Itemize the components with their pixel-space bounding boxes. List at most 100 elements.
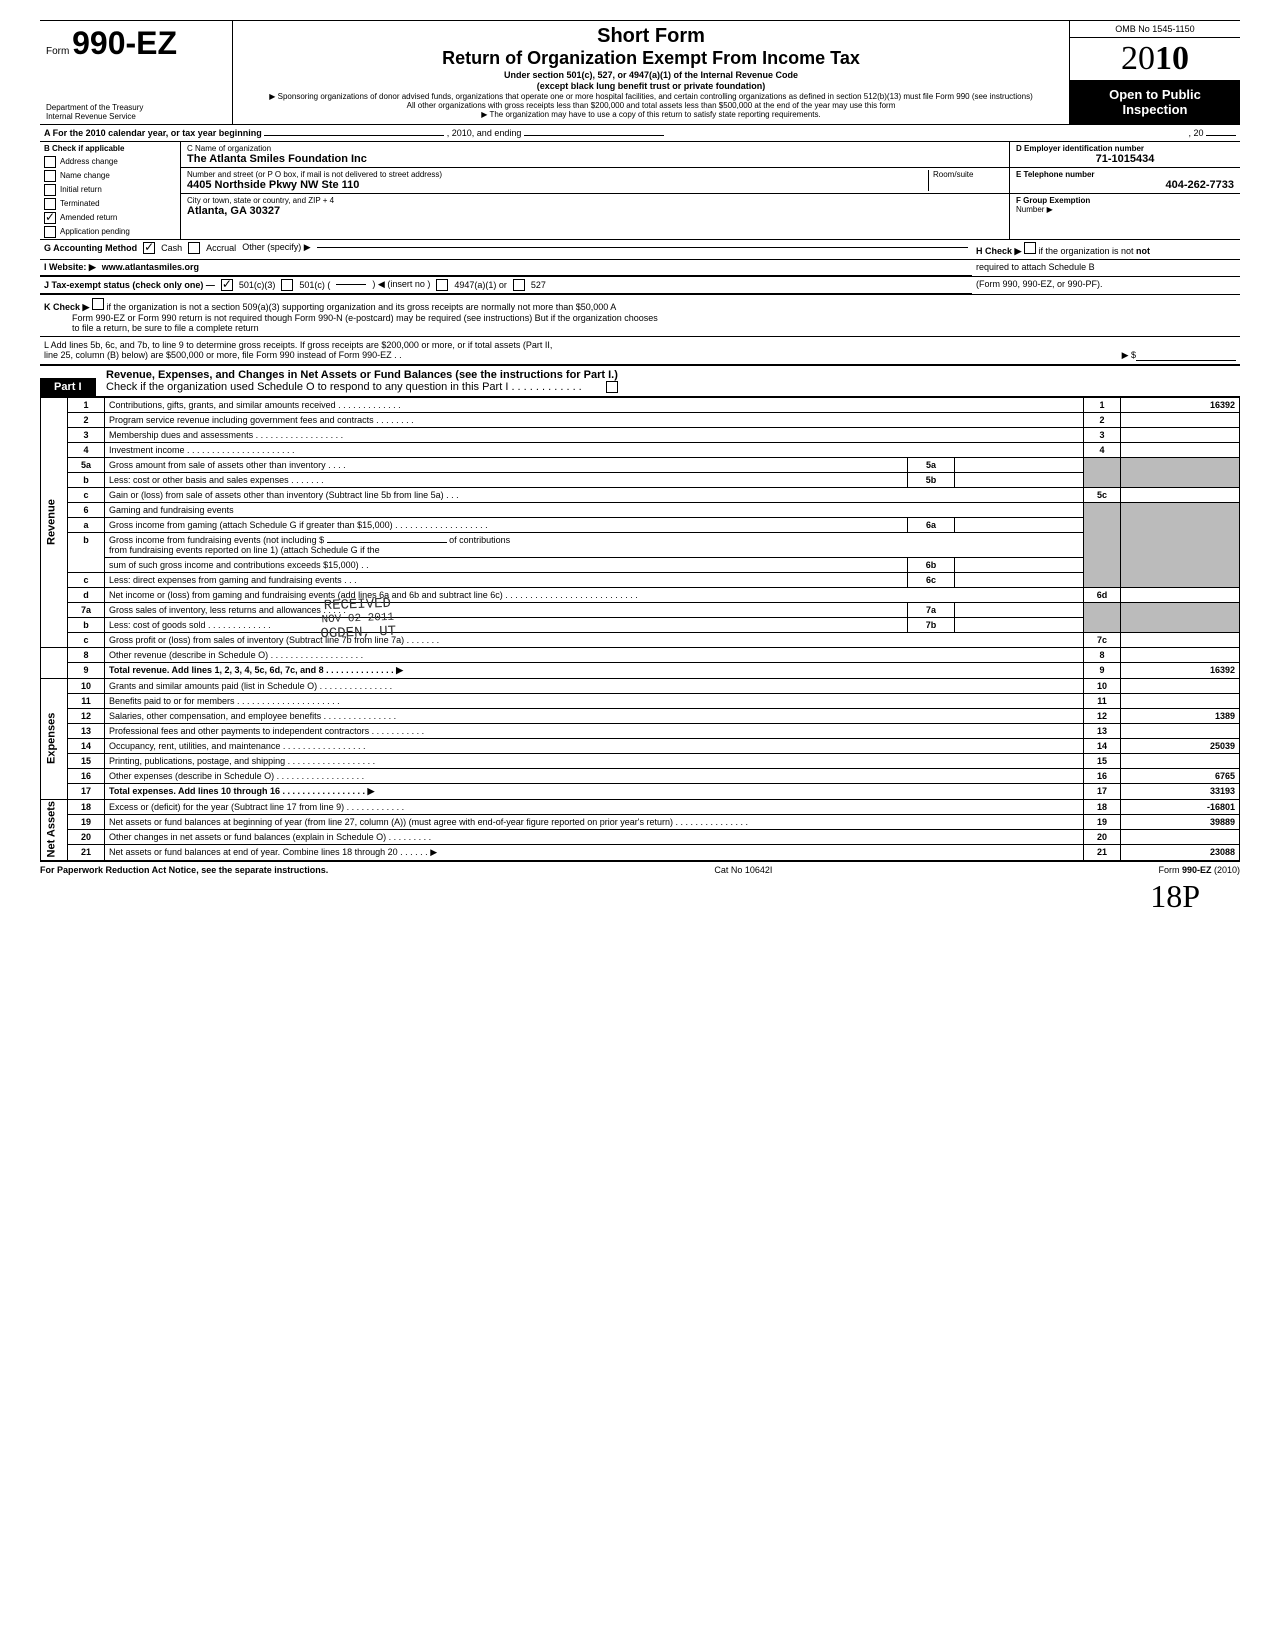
check-initial-return[interactable] <box>44 184 56 196</box>
label-application-pending: Application pending <box>60 227 130 236</box>
footer: For Paperwork Reduction Act Notice, see … <box>40 861 1240 878</box>
line-20-amt <box>1121 829 1240 844</box>
group-exemption-label: F Group Exemption <box>1016 196 1090 205</box>
line-7a-iamt <box>955 602 1084 617</box>
line-14-box: 14 <box>1084 738 1121 753</box>
line-6c-iamt <box>955 572 1084 587</box>
line-5b-text: Less: cost or other basis and sales expe… <box>105 472 908 487</box>
line-12-num: 12 <box>68 708 105 723</box>
line-3-box: 3 <box>1084 427 1121 442</box>
tel-label: E Telephone number <box>1016 170 1095 179</box>
line-9-num: 9 <box>68 662 105 678</box>
line-l-text2: line 25, column (B) below) are $500,000 … <box>44 350 402 361</box>
form-label: Form <box>46 46 69 57</box>
line-19-box: 19 <box>1084 814 1121 829</box>
line-18-box: 18 <box>1084 799 1121 814</box>
line-2-text: Program service revenue including govern… <box>105 412 1084 427</box>
line-10-box: 10 <box>1084 678 1121 693</box>
line-6a-ibox: 6a <box>908 517 955 532</box>
line-6-num: 6 <box>68 502 105 517</box>
website-value: www.atlantasmiles.org <box>102 262 199 272</box>
line-7c-amt <box>1121 632 1240 647</box>
check-527[interactable] <box>513 279 525 291</box>
label-527: 527 <box>531 280 546 290</box>
line-5a-iamt <box>955 457 1084 472</box>
line-19-amt: 39889 <box>1121 814 1240 829</box>
footer-right: Form 990-EZ (2010) <box>1158 865 1240 875</box>
part-1-title: Revenue, Expenses, and Changes in Net As… <box>106 369 618 381</box>
line-6c-text: Less: direct expenses from gaming and fu… <box>105 572 908 587</box>
check-4947[interactable] <box>436 279 448 291</box>
form-header: Form 990-EZ Department of the Treasury I… <box>40 20 1240 125</box>
check-cash[interactable] <box>143 242 155 254</box>
line-16-text: Other expenses (describe in Schedule O) … <box>105 768 1084 783</box>
tax-year: 2010 <box>1070 38 1240 81</box>
label-4947: 4947(a)(1) or <box>454 280 507 290</box>
fine-print-3: ▶ The organization may have to use a cop… <box>241 110 1061 119</box>
line-10-num: 10 <box>68 678 105 693</box>
line-3-amt <box>1121 427 1240 442</box>
line-6d-text: Net income or (loss) from gaming and fun… <box>105 587 1084 602</box>
city-label: City or town, state or country, and ZIP … <box>187 196 1003 205</box>
line-7c-text: Gross profit or (loss) from sales of inv… <box>105 632 1084 647</box>
line-10-amt <box>1121 678 1240 693</box>
line-6b-text2: of contributions <box>449 535 510 545</box>
check-h[interactable] <box>1024 242 1036 254</box>
line-5a-text: Gross amount from sale of assets other t… <box>105 457 908 472</box>
line-6b-text4: sum of such gross income and contributio… <box>105 557 908 572</box>
line-13-amt <box>1121 723 1240 738</box>
line-18-amt: -16801 <box>1121 799 1240 814</box>
line-7a-text: Gross sales of inventory, less returns a… <box>105 602 908 617</box>
line-9-amt: 16392 <box>1121 662 1240 678</box>
form-meta-block: OMB No 1545-1150 2010 Open to Public Ins… <box>1069 21 1240 124</box>
dept-irs: Internal Revenue Service <box>46 113 226 122</box>
ein-label: D Employer identification number <box>1016 144 1144 153</box>
line-9-box: 9 <box>1084 662 1121 678</box>
line-7b-iamt <box>955 617 1084 632</box>
line-7b-ibox: 7b <box>908 617 955 632</box>
check-name-change[interactable] <box>44 170 56 182</box>
line-i-label: I Website: ▶ <box>44 262 96 273</box>
line-7b-num: b <box>68 617 105 632</box>
check-accrual[interactable] <box>188 242 200 254</box>
check-terminated[interactable] <box>44 198 56 210</box>
row-a-right: , 20 <box>1188 128 1203 138</box>
line-l-text1: L Add lines 5b, 6c, and 7b, to line 9 to… <box>44 340 1236 350</box>
section-bcd: B Check if applicable Address change Nam… <box>40 142 1240 240</box>
line-18-text: Excess or (deficit) for the year (Subtra… <box>105 799 1084 814</box>
line-7c-num: c <box>68 632 105 647</box>
footer-left: For Paperwork Reduction Act Notice, see … <box>40 865 328 875</box>
check-address-change[interactable] <box>44 156 56 168</box>
line-k-text2: Form 990-EZ or Form 990 return is not re… <box>44 313 1236 323</box>
check-schedule-o[interactable] <box>606 381 618 393</box>
part-1-check-text: Check if the organization used Schedule … <box>106 381 582 393</box>
line-16-amt: 6765 <box>1121 768 1240 783</box>
check-k[interactable] <box>92 298 104 310</box>
line-18-num: 18 <box>68 799 105 814</box>
line-17-amt: 33193 <box>1121 783 1240 799</box>
line-5c-text: Gain or (loss) from sale of assets other… <box>105 487 1084 502</box>
line-8-text: Other revenue (describe in Schedule O) .… <box>105 647 1084 662</box>
line-8-amt <box>1121 647 1240 662</box>
line-6a-num: a <box>68 517 105 532</box>
label-cash: Cash <box>161 243 182 253</box>
label-other: Other (specify) ▶ <box>242 242 310 253</box>
line-17-num: 17 <box>68 783 105 799</box>
line-2-box: 2 <box>1084 412 1121 427</box>
line-1-text: Contributions, gifts, grants, and simila… <box>105 397 1084 412</box>
line-j-right: (Form 990, 990-EZ, or 990-PF). <box>972 277 1240 294</box>
part-1-header-row: Part I Revenue, Expenses, and Changes in… <box>40 364 1240 397</box>
line-12-amt: 1389 <box>1121 708 1240 723</box>
label-address-change: Address change <box>60 157 118 166</box>
line-1-box: 1 <box>1084 397 1121 412</box>
line-14-num: 14 <box>68 738 105 753</box>
part-1-table: Revenue 1 Contributions, gifts, grants, … <box>40 397 1240 861</box>
line-2-num: 2 <box>68 412 105 427</box>
line-13-text: Professional fees and other payments to … <box>105 723 1084 738</box>
line-l-arrow: ▶ $ <box>1122 350 1136 361</box>
check-application-pending[interactable] <box>44 226 56 238</box>
check-501c3[interactable] <box>221 279 233 291</box>
check-amended-return[interactable] <box>44 212 56 224</box>
check-501c[interactable] <box>281 279 293 291</box>
line-6-text: Gaming and fundraising events <box>105 502 1084 517</box>
